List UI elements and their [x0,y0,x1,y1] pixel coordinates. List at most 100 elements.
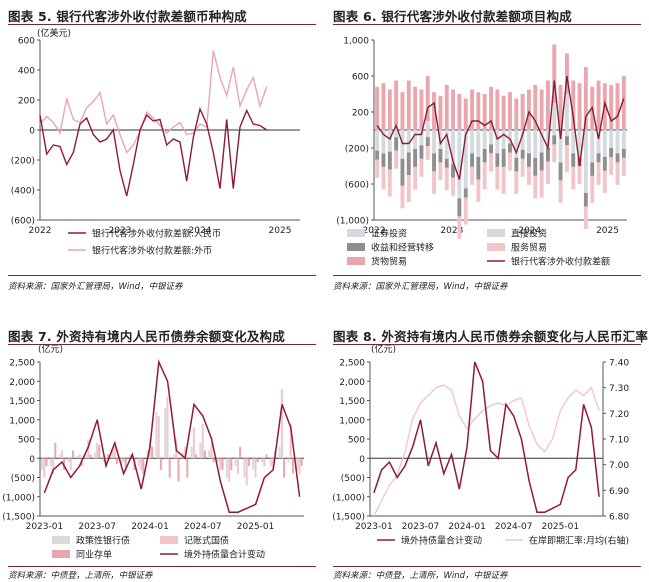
bar-segment [387,146,392,152]
bar [54,442,57,459]
bar-segment [546,130,550,144]
y-tick-label: 400 [18,67,35,77]
bar-segment [501,95,506,130]
bar-segment [394,137,399,151]
bar-segment [520,143,525,150]
bar [239,446,242,459]
bar-segment [558,180,563,203]
bar-segment [621,148,626,158]
bar [208,450,211,459]
bar [93,452,96,459]
bar [192,427,195,459]
bar-segment [583,67,588,130]
x-tick-label: 2024-07 [184,522,222,532]
bar-segment [565,136,569,146]
x-tick-label: 2023 [109,226,132,236]
bar [291,458,294,474]
bar-segment [609,130,614,144]
bar-segment [558,85,563,130]
title-rule-fig8 [333,344,641,345]
bar-segment [476,179,481,202]
y-tick-label: 2,000 [9,378,35,388]
bar-segment [400,92,405,130]
bar-segment [394,130,399,138]
y2-tick-label: 7.10 [609,436,629,446]
bar-segment [596,80,601,130]
bar-segment [602,152,607,157]
bar [45,458,48,466]
bar [300,458,303,466]
bar-segment [381,153,386,167]
x-tick-label: 2023 [440,226,463,236]
source-rule-fig6 [333,275,641,276]
y-tick-label: 200 [352,109,369,119]
bar-segment [482,143,487,149]
bar-segment [552,44,557,103]
bar [63,458,66,470]
bar-segment [432,130,436,148]
bar-segment [552,135,557,145]
bar-segment [419,89,424,130]
title-rule-fig6 [333,24,641,25]
y2-tick-label: 6.90 [609,487,629,497]
bar-segment [533,175,538,199]
title-rule-fig5 [8,24,316,25]
y-tick-label: 200 [18,97,35,107]
chart-fig5-currency-composition: (600) (400) (200) 0 200 400 600 2022 2023 2024 202… [11,27,300,257]
bar-segment [451,89,455,130]
bar-segment [527,89,531,130]
bar-segment [400,152,405,159]
bar-segment [438,148,443,163]
bar-segment [520,130,525,144]
legend-label: 在岸即期汇率:月均(右轴) [529,535,629,547]
y2-tick-label: 6.80 [609,513,629,523]
bar [164,408,167,459]
x-tick-label: 2023-01 [355,522,393,532]
bar-segment [583,206,588,229]
x-tick-label: 2022 [363,226,386,236]
bar [184,446,187,459]
y-axis-unit: (亿元) [38,343,63,355]
bar-segment [463,98,468,130]
series-line [39,106,268,197]
bar [151,446,154,459]
title-rule-fig7 [8,344,316,345]
bar-segment [621,157,626,176]
bar-segment [514,130,519,153]
bar [122,458,125,463]
bar-segment [501,148,506,167]
bar [140,458,143,470]
legend-swatch [487,243,505,251]
bar [142,458,145,474]
bar [120,458,123,465]
legend-label: 记账式国债 [184,535,229,547]
bar-segment [558,157,563,163]
bar-segment [476,92,481,130]
bar [252,458,255,470]
legend-label: 证券投资 [371,228,407,240]
bar [111,450,114,459]
bar [234,458,237,466]
source-rule-fig5 [8,275,316,276]
bar-segment [615,130,620,148]
bar [115,458,118,465]
bar-segment [387,169,392,197]
bar [41,458,43,470]
y-tick-label: (500) [11,474,35,484]
bar-segment [381,148,386,154]
legend-label: 同业存单 [76,549,112,561]
bar [52,458,55,474]
bar-segment [514,171,519,194]
bar-segment [400,158,405,186]
bar-segment [451,177,455,196]
bar-segment [432,92,436,130]
bar [131,456,134,459]
bar-segment [520,94,525,130]
y-tick-label: 600 [352,73,369,83]
bar-segment [514,157,519,172]
bar [177,458,180,482]
bar [256,458,259,463]
y-tick-label: 2,500 [339,359,365,369]
y-tick-label: (500) [341,474,365,484]
source-fig5: 资料来源：国家外汇管理局，Wind，中银证券 [8,282,183,292]
